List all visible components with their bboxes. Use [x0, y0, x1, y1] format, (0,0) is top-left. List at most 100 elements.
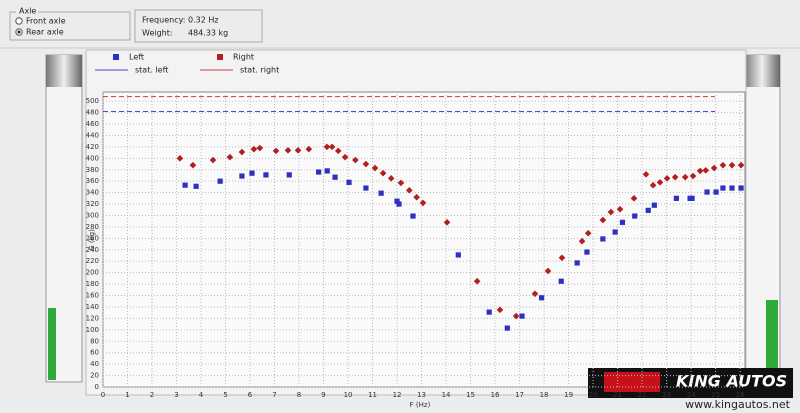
point	[578, 237, 586, 245]
point	[607, 208, 615, 216]
point	[419, 199, 427, 207]
point	[394, 198, 400, 204]
point	[379, 169, 387, 177]
point	[341, 153, 349, 161]
point	[737, 161, 745, 169]
point	[671, 173, 679, 181]
point	[531, 290, 539, 298]
point	[413, 193, 420, 201]
frequency-label: Frequency:	[142, 16, 185, 25]
y-tick-label: 80	[90, 337, 99, 345]
point	[673, 195, 679, 201]
watermark-logo	[604, 372, 660, 392]
point	[405, 187, 413, 194]
point	[362, 160, 370, 168]
y-tick-label: 0	[95, 383, 99, 391]
point	[544, 267, 552, 275]
point	[702, 167, 710, 174]
point	[738, 185, 744, 191]
point	[599, 216, 607, 224]
right-gauge-fill	[766, 300, 778, 373]
point	[189, 161, 197, 169]
group-box	[9, 11, 131, 41]
point	[630, 195, 638, 202]
legend-label: Right	[233, 53, 254, 62]
y-tick-label: 20	[90, 372, 99, 380]
x-tick-label: 16	[491, 391, 500, 399]
point	[334, 147, 342, 155]
y-tick-label: 300	[86, 211, 99, 219]
y-tick-label: 400	[86, 154, 99, 162]
point	[496, 306, 504, 314]
point	[346, 179, 352, 185]
y-tick-label: 260	[86, 234, 99, 242]
x-tick-label: 6	[248, 391, 253, 399]
point	[284, 147, 292, 154]
point	[663, 175, 671, 182]
point	[238, 148, 246, 156]
point	[263, 172, 269, 178]
left-gauge-cap	[46, 55, 82, 87]
legend-label: Left	[129, 53, 144, 62]
point	[193, 183, 199, 189]
point	[305, 145, 313, 153]
y-axis-label: G (kg)	[88, 229, 96, 251]
point	[455, 252, 461, 258]
point	[256, 144, 264, 152]
point	[584, 249, 590, 255]
y-tick-label: 40	[90, 360, 99, 368]
y-tick-label: 460	[86, 120, 99, 128]
point	[272, 147, 280, 155]
point	[729, 185, 735, 191]
x-tick-label: 23	[662, 391, 671, 399]
watermark-url: www.kingautos.net	[685, 398, 791, 411]
x-tick-label: 20	[589, 391, 598, 399]
point	[689, 195, 695, 201]
x-tick-label: 0	[101, 391, 105, 399]
point	[713, 189, 719, 195]
radio-button[interactable]	[15, 17, 23, 25]
x-tick-label: 9	[321, 391, 325, 399]
y-tick-label: 360	[86, 177, 99, 185]
y-tick-label: 220	[86, 257, 99, 265]
plot-area	[102, 91, 746, 388]
point	[443, 219, 451, 226]
point	[250, 145, 258, 153]
x-tick-label: 4	[199, 391, 204, 399]
point	[704, 189, 710, 195]
x-tick-label: 2	[150, 391, 154, 399]
frequency-value: 0.32 Hz	[188, 16, 219, 25]
point	[651, 202, 657, 208]
point	[473, 277, 481, 285]
y-tick-label: 320	[86, 200, 99, 208]
point	[681, 173, 689, 181]
point	[387, 175, 395, 182]
x-tick-label: 7	[272, 391, 276, 399]
legend-label: stat. left	[135, 66, 168, 75]
y-tick-label: 420	[86, 143, 99, 151]
point	[226, 153, 234, 161]
x-tick-label: 24	[687, 391, 696, 399]
x-tick-label: 17	[515, 391, 524, 399]
point	[486, 309, 492, 315]
right-gauge-cap	[744, 55, 780, 87]
legend-marker	[113, 54, 119, 60]
point	[328, 143, 336, 151]
point	[728, 161, 736, 169]
point	[410, 213, 416, 219]
point	[363, 185, 369, 191]
x-tick-label: 21	[613, 391, 622, 399]
legend-marker	[217, 54, 223, 60]
point	[574, 260, 580, 266]
x-axis-label: F (Hz)	[410, 401, 431, 409]
group-title-bg	[16, 6, 38, 16]
point	[645, 207, 651, 213]
point	[176, 155, 184, 162]
y-tick-label: 480	[86, 109, 99, 117]
point	[696, 167, 704, 175]
point	[316, 169, 322, 175]
point	[249, 170, 255, 176]
x-tick-label: 8	[297, 391, 301, 399]
point	[239, 173, 245, 179]
